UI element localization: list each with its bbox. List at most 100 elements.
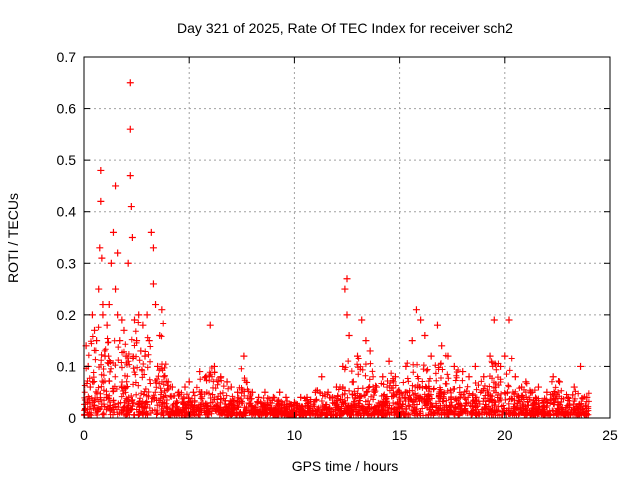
band-marker [146,404,153,411]
band-marker [488,396,495,403]
data-point [549,373,557,381]
band-marker [312,397,319,404]
band-marker [456,389,463,396]
data-point [99,311,107,319]
data-point [501,352,509,360]
band-marker [91,402,98,409]
band-marker [379,401,386,408]
band-marker [341,397,348,404]
data-point [583,393,591,401]
band-marker [293,408,300,415]
band-marker [135,382,142,389]
band-marker [119,378,126,385]
band-marker [419,378,426,385]
band-marker [400,401,407,408]
band-marker [223,392,230,399]
band-marker [438,389,445,396]
band-marker [84,399,91,406]
data-point [290,399,298,407]
band-marker [166,411,173,418]
band-marker [145,351,152,358]
data-point [349,378,357,386]
band-marker [375,399,382,406]
band-marker [372,388,379,395]
band-marker [413,401,420,408]
band-marker [476,401,483,408]
band-marker [511,405,518,412]
band-marker [469,400,476,407]
band-marker [355,371,362,378]
band-marker [465,394,472,401]
band-marker [549,407,556,414]
band-marker [405,402,412,409]
band-marker [355,412,362,419]
band-marker [352,395,359,402]
band-marker [402,406,409,413]
band-marker [425,385,432,392]
band-marker [154,410,161,417]
band-marker [131,342,138,349]
band-marker [115,400,122,407]
band-marker [133,406,140,413]
band-marker [123,412,130,419]
data-point [137,347,145,355]
band-marker [307,398,314,405]
band-marker [246,409,253,416]
band-marker [241,392,248,399]
band-marker [419,384,426,391]
band-marker [488,358,495,365]
band-marker [458,402,465,409]
band-marker [89,333,96,340]
band-marker [135,319,142,326]
band-marker [489,399,496,406]
band-marker [95,405,102,412]
band-marker [421,399,428,406]
data-point [528,388,536,396]
data-point [564,393,572,401]
data-point [372,383,380,391]
band-marker [430,385,437,392]
data-point [427,352,435,360]
band-marker [156,367,163,374]
band-marker [380,392,387,399]
band-marker [105,360,112,367]
band-marker [252,407,259,414]
band-marker [506,395,513,402]
band-marker [229,393,236,400]
band-marker [482,392,489,399]
band-marker [209,373,216,380]
band-marker [276,405,283,412]
band-marker [205,390,212,397]
band-marker [424,366,431,373]
band-marker [362,392,369,399]
band-marker [84,411,91,418]
band-marker [430,410,437,417]
data-point [217,373,225,381]
band-marker [111,401,118,408]
band-marker [402,394,409,401]
band-marker [264,400,271,407]
band-marker [81,389,88,396]
band-marker [473,398,480,405]
band-marker [202,400,209,407]
band-marker [462,405,469,412]
band-marker [138,390,145,397]
band-marker [391,409,398,416]
band-marker [274,402,281,409]
band-marker [583,410,590,417]
band-marker [112,373,119,380]
band-marker [406,403,413,410]
band-marker [482,405,489,412]
band-marker [136,408,143,415]
data-point [139,321,147,329]
band-marker [232,412,239,419]
band-marker [394,399,401,406]
band-marker [147,380,154,387]
band-marker [98,400,105,407]
x-tick-label: 20 [497,427,513,443]
band-marker [466,390,473,397]
band-marker [530,397,537,404]
band-marker [366,376,373,383]
band-marker [576,412,583,419]
data-point [402,362,410,370]
